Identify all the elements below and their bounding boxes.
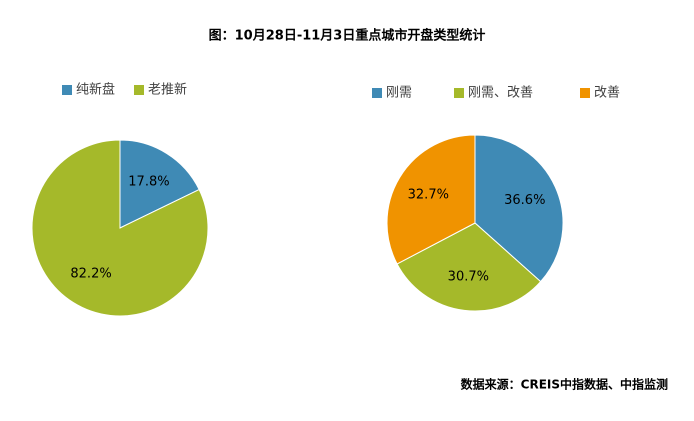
legend-label: 纯新盘 <box>76 82 115 98</box>
legend-swatch <box>454 88 464 98</box>
pie-slice <box>386 134 476 265</box>
legend-swatch <box>62 85 72 95</box>
legend-label: 改善 <box>594 85 620 101</box>
data-label: 36.6% <box>504 193 545 208</box>
data-label: 32.7% <box>408 187 449 202</box>
legend-label: 老推新 <box>148 82 187 98</box>
pie-slice <box>119 139 200 229</box>
legend-swatch <box>372 88 382 98</box>
pie-slice <box>474 134 564 283</box>
pie-slice <box>396 222 542 312</box>
legend-swatch <box>134 85 144 95</box>
source: 数据来源：CREIS中指数据、中指监测 <box>461 377 668 392</box>
legend-swatch <box>580 88 590 98</box>
data-label: 30.7% <box>448 270 489 285</box>
legend-label: 刚需 <box>386 86 412 101</box>
legend-label: 刚需、改善 <box>468 85 533 101</box>
data-label: 17.8% <box>128 174 169 189</box>
pie-slice <box>31 139 209 317</box>
title: 图：10月28日-11月3日重点城市开盘类型统计 <box>209 28 486 44</box>
data-label: 82.2% <box>70 267 111 282</box>
